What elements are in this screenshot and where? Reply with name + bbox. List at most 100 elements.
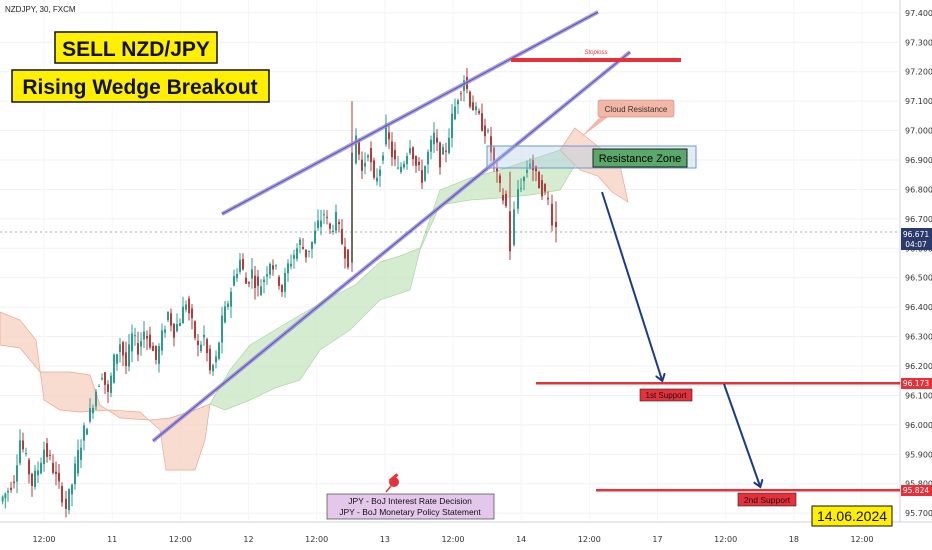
candle-body: [19, 440, 21, 464]
candle-body: [25, 453, 27, 455]
candle-body: [415, 156, 417, 166]
candle-body: [439, 142, 441, 168]
candle-body: [341, 229, 343, 244]
candle-body: [385, 123, 387, 145]
x-tick-label: 12:00: [169, 535, 192, 544]
candle-body: [68, 488, 70, 511]
candle-body: [326, 216, 328, 218]
candle-body: [173, 323, 175, 338]
candle-body: [212, 365, 214, 372]
date-badge: [811, 505, 893, 527]
candle-body: [107, 384, 109, 392]
candle-body: [436, 137, 438, 143]
candle-body: [541, 180, 543, 197]
candle-body: [367, 155, 369, 158]
candle-body: [454, 106, 456, 120]
candle-body: [152, 345, 154, 351]
candle-body: [451, 113, 453, 138]
cloud-resistance-pointer: [580, 117, 608, 138]
y-tick-label: 97.400: [905, 9, 932, 18]
first-support-badge: [639, 388, 693, 402]
candle-body: [65, 498, 67, 509]
candle-body: [266, 274, 268, 277]
candle-body: [230, 291, 232, 307]
candle-body: [224, 306, 226, 323]
candle-body: [412, 147, 414, 160]
y-tick-label: 97.000: [905, 127, 932, 136]
candle-body: [58, 472, 60, 482]
candle-body: [394, 150, 396, 160]
candle-body: [376, 177, 378, 182]
candle-body: [155, 345, 157, 360]
candle-body: [269, 263, 271, 275]
candle-body: [487, 130, 489, 132]
y-tick-label: 96.800: [905, 185, 932, 194]
y-tick-label: 96.000: [905, 421, 932, 430]
candle-body: [469, 91, 471, 107]
candle-body: [442, 146, 444, 155]
x-tick-label: 12: [243, 535, 253, 544]
candle-body: [538, 172, 540, 189]
candle-body: [239, 259, 241, 272]
candle-body: [203, 334, 205, 338]
candle-body: [448, 137, 450, 153]
candle-body: [92, 407, 94, 414]
candle-body: [170, 313, 172, 326]
candle-body: [206, 339, 208, 353]
candle-body: [418, 161, 420, 166]
candle-body: [523, 177, 525, 182]
candle-body: [95, 391, 97, 407]
candle-body: [7, 490, 9, 493]
candle-body: [104, 372, 106, 385]
candle-body: [164, 329, 166, 333]
candle-body: [257, 276, 259, 286]
candle-body: [131, 333, 133, 352]
candle-body: [74, 463, 76, 485]
candle-body: [329, 223, 331, 229]
candle-body: [16, 465, 18, 482]
candle-body: [13, 481, 15, 483]
candle-body: [317, 220, 319, 229]
candle-body: [406, 156, 408, 165]
candle-body: [520, 188, 522, 190]
candle-body: [547, 197, 549, 200]
candle-body: [194, 321, 196, 338]
second-support-badge: [737, 492, 797, 507]
candle-body: [430, 139, 432, 152]
candle-body: [290, 263, 292, 267]
candle-body: [272, 265, 274, 270]
candle-body: [83, 425, 85, 441]
candle-body: [77, 449, 79, 474]
candle-body: [260, 286, 262, 296]
x-tick-label: 12:00: [850, 535, 873, 544]
candle-body: [284, 273, 286, 292]
first-support-label: 1st Support: [646, 391, 688, 400]
candle-body: [544, 184, 546, 192]
candle-body: [478, 111, 480, 114]
candle-body: [221, 315, 223, 343]
candle-body: [86, 428, 88, 435]
title-line1: SELL NZD/JPY: [62, 38, 210, 61]
candle-body: [484, 125, 486, 137]
news-box: [326, 493, 495, 520]
candle-body: [490, 136, 492, 153]
candle-body: [167, 312, 169, 321]
candle-body: [347, 249, 349, 268]
resistance-zone-label: Resistance Zone: [599, 153, 682, 165]
candle-body: [146, 335, 148, 339]
candle-body: [80, 447, 82, 460]
candle-body: [517, 189, 519, 209]
x-tick-label: 12:00: [441, 535, 464, 544]
candle-body: [128, 344, 130, 367]
candle-body: [137, 343, 139, 355]
candle-body: [197, 340, 199, 346]
title-line2-box: [11, 69, 270, 103]
candle-body: [263, 279, 265, 283]
candle-body: [98, 386, 100, 388]
candle-body: [116, 354, 118, 364]
candle-body: [433, 132, 435, 145]
cloud-red-segment: [0, 311, 211, 471]
candle-body: [251, 269, 253, 279]
cloud-resistance-label: Cloud Resistance: [605, 105, 668, 114]
